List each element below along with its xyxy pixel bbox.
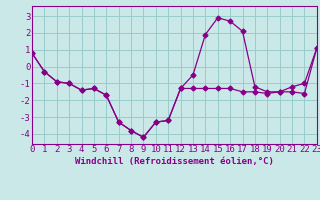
X-axis label: Windchill (Refroidissement éolien,°C): Windchill (Refroidissement éolien,°C) (75, 157, 274, 166)
